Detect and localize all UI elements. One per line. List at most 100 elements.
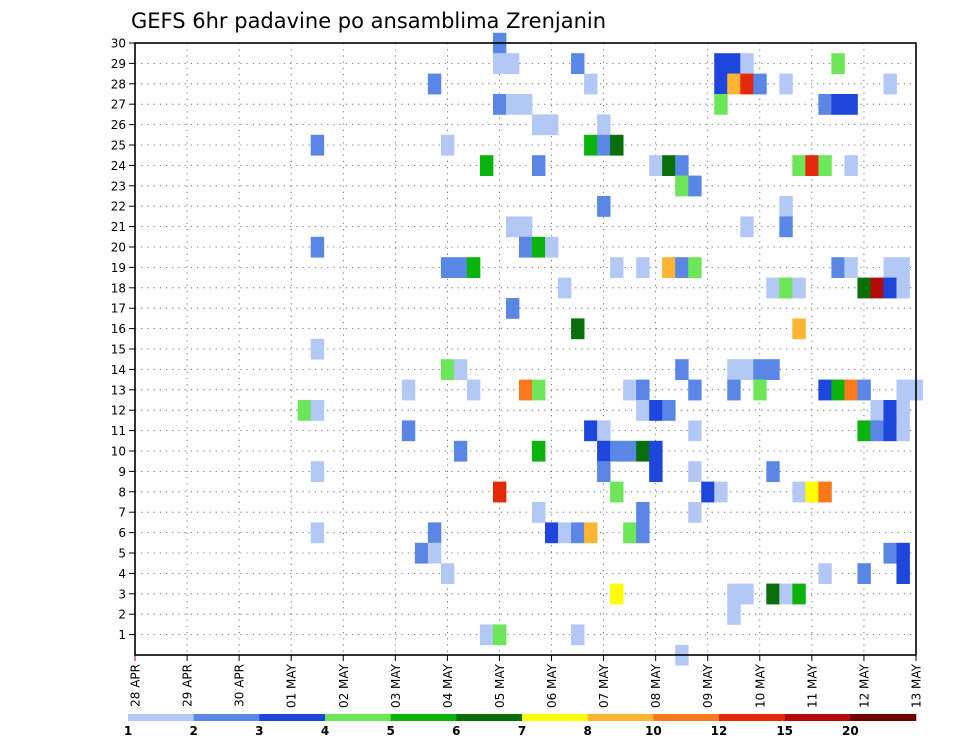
legend-label: 3 — [255, 724, 263, 738]
heatmap-cell — [571, 522, 585, 544]
heatmap-cell — [688, 379, 702, 401]
legend-swatch — [456, 714, 523, 721]
x-tick-label: 29 APR — [181, 664, 195, 707]
heatmap-cell — [310, 461, 325, 482]
heatmap-cell — [883, 257, 897, 278]
y-tick-label: 11 — [111, 424, 126, 438]
y-tick-label: 4 — [118, 567, 126, 581]
heatmap-cell — [623, 440, 637, 462]
heatmap-cell — [831, 257, 845, 278]
heatmap-cell — [727, 73, 741, 95]
heatmap-cell — [636, 502, 650, 523]
heatmap-cell — [896, 542, 910, 564]
heatmap-cell — [805, 481, 819, 503]
y-tick-label: 13 — [111, 383, 126, 397]
y-tick-label: 30 — [111, 37, 126, 51]
y-tick-label: 29 — [111, 57, 126, 71]
heatmap-cell — [857, 563, 871, 584]
heatmap-cell — [532, 379, 546, 401]
heatmap-cell — [896, 277, 910, 299]
heatmap-cell — [597, 440, 611, 462]
y-tick-label: 26 — [111, 118, 126, 132]
heatmap-cell — [610, 481, 624, 503]
x-tick-label: 02 MAY — [337, 663, 351, 708]
heatmap-cell — [597, 420, 611, 442]
heatmap-cell — [427, 73, 442, 95]
heatmap-cell — [675, 175, 689, 197]
heatmap-cell — [818, 481, 832, 503]
heatmap-cell — [297, 400, 312, 421]
legend-swatch — [128, 714, 194, 721]
heatmap-cell — [818, 94, 832, 115]
y-tick-label: 6 — [118, 526, 126, 540]
y-tick-label: 17 — [111, 302, 126, 316]
legend-label: 10 — [645, 724, 662, 738]
x-tick-label: 06 MAY — [545, 663, 559, 708]
heatmap-cell — [649, 400, 663, 421]
heatmap-cell — [792, 277, 806, 299]
heatmap-cell — [844, 155, 858, 176]
legend-label: 12 — [711, 724, 728, 738]
heatmap-cell — [310, 338, 325, 360]
heatmap-cell — [740, 583, 754, 605]
heatmap-cell — [714, 73, 728, 95]
heatmap-cell — [492, 53, 507, 74]
heatmap-cell — [857, 420, 871, 442]
heatmap-cell — [883, 73, 897, 95]
heatmap-cell — [753, 379, 767, 401]
heatmap-cell — [518, 216, 533, 238]
heatmap-cell — [662, 400, 676, 421]
heatmap-cell — [440, 134, 455, 156]
heatmap-cell — [818, 563, 832, 584]
heatmap-cell — [883, 277, 897, 299]
y-tick-label: 24 — [111, 159, 126, 173]
heatmap-cell — [792, 583, 806, 605]
heatmap-cell — [844, 379, 858, 401]
heatmap-cell — [492, 94, 507, 115]
heatmap-cell — [714, 481, 728, 503]
y-tick-label: 20 — [111, 241, 126, 255]
heatmap-cell — [310, 400, 325, 421]
y-tick-label: 15 — [111, 343, 126, 357]
heatmap-cell — [727, 53, 741, 74]
heatmap-cell — [623, 522, 637, 544]
heatmap-cell — [623, 379, 637, 401]
heatmap-cell — [401, 420, 416, 442]
heatmap-cell — [453, 440, 468, 462]
heatmap-cell — [896, 563, 910, 584]
heatmap-cell — [857, 277, 871, 299]
y-tick-label: 22 — [111, 200, 126, 214]
heatmap-cell — [505, 298, 520, 319]
heatmap-cell — [584, 134, 598, 156]
y-tick-label: 5 — [118, 547, 126, 561]
legend-label: 7 — [518, 724, 526, 738]
heatmap-cell — [636, 440, 650, 462]
heatmap-cell — [649, 440, 663, 462]
y-tick-label: 2 — [118, 608, 126, 622]
x-tick-label: 05 MAY — [493, 663, 507, 708]
heatmap-cell — [532, 155, 546, 176]
y-tick-label: 19 — [111, 261, 126, 275]
heatmap-cell — [792, 155, 806, 176]
heatmap-cell — [310, 236, 325, 258]
heatmap-cell — [740, 359, 754, 380]
heatmap-cell — [479, 624, 494, 646]
heatmap-cell — [870, 400, 884, 421]
heatmap-cell — [766, 277, 780, 299]
legend-label: 2 — [189, 724, 197, 738]
heatmap-cell — [440, 359, 455, 380]
heatmap-cell — [766, 461, 780, 482]
heatmap-cell — [545, 236, 559, 258]
heatmap-cell — [831, 53, 845, 74]
legend-label: 6 — [452, 724, 460, 738]
y-tick-label: 1 — [118, 628, 126, 642]
heatmap-cell — [453, 257, 468, 278]
heatmap-cell — [818, 155, 832, 176]
heatmap-cell — [844, 257, 858, 278]
heatmap-cell — [518, 236, 533, 258]
heatmap-cell — [532, 114, 546, 136]
heatmap-cell — [440, 563, 455, 584]
heatmap-cell — [584, 73, 598, 95]
heatmap-cell — [532, 502, 546, 523]
